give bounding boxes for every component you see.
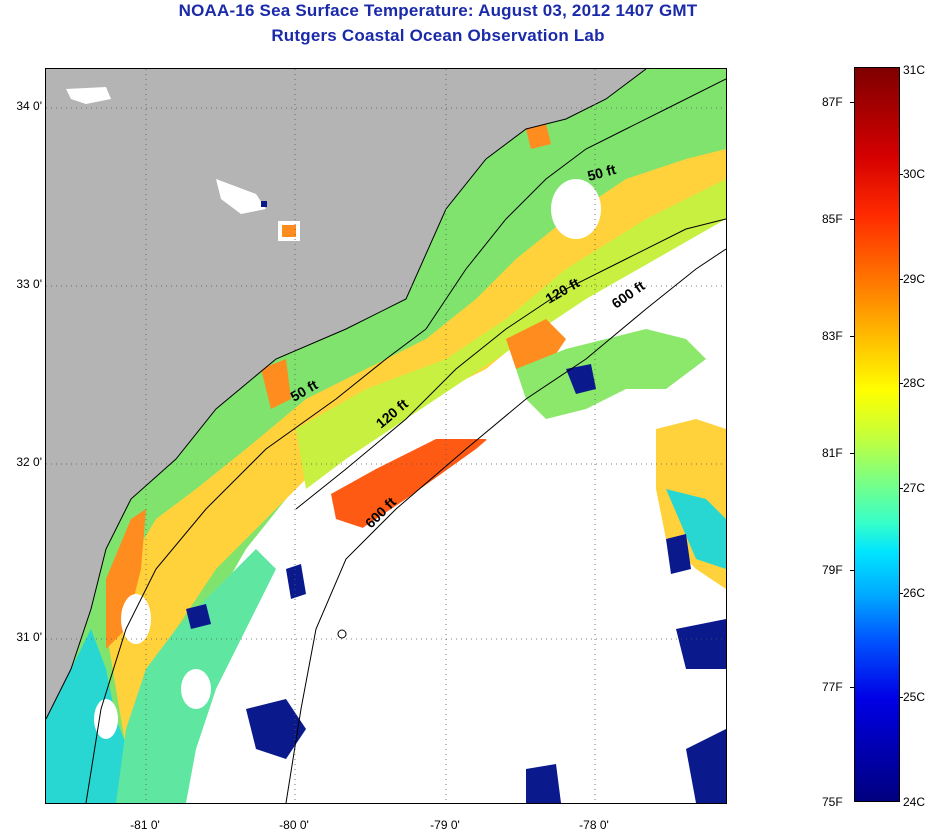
colorbar-tick — [850, 453, 854, 454]
colorbar-f-79: 79F — [822, 563, 843, 577]
map-title: NOAA-16 Sea Surface Temperature: August … — [178, 1, 698, 20]
lat-label-32: 32 0' — [16, 455, 42, 469]
contour-600ft — [285, 248, 726, 803]
colorbar-tick — [850, 336, 854, 337]
sst-data-layer — [46, 69, 726, 803]
lon-label-81: -81 0' — [130, 818, 160, 832]
lat-lon-grid — [46, 69, 726, 803]
inland-sst-spots — [261, 201, 300, 241]
sst-map-canvas: 50 ft 50 ft 120 ft 120 ft 600 ft 600 ft — [46, 69, 726, 803]
colorbar-c-27: 27C — [903, 481, 926, 495]
colorbar-c-24: 24C — [903, 795, 926, 809]
map-subtitle: Rutgers Coastal Ocean Observation Lab — [271, 26, 605, 45]
colorbar-tick — [899, 174, 903, 175]
lon-label-80: -80 0' — [279, 818, 309, 832]
colorbar-f-75: 75F — [822, 795, 843, 809]
colorbar-c-30: 30C — [903, 167, 926, 181]
inland-lakes — [66, 87, 266, 214]
contour-label-50ft-north: 50 ft — [586, 161, 618, 184]
land-mass — [46, 69, 646, 719]
colorbar-tick — [850, 102, 854, 103]
colorbar-f-85: 85F — [822, 212, 843, 226]
seamount-contour — [337, 629, 347, 639]
lat-label-31: 31 0' — [16, 630, 42, 644]
colorbar-tick — [850, 687, 854, 688]
colorbar-tick — [850, 570, 854, 571]
lon-label-78: -78 0' — [579, 818, 609, 832]
colorbar-tick — [899, 593, 903, 594]
colorbar-c-31: 31C — [903, 63, 926, 77]
colorbar-c-28: 28C — [903, 376, 926, 390]
colorbar-tick — [899, 383, 903, 384]
colorbar-f-83: 83F — [822, 329, 843, 343]
colorbar-f-87: 87F — [822, 95, 843, 109]
colorbar-tick — [899, 488, 903, 489]
lat-label-34: 34 0' — [16, 99, 42, 113]
lon-label-79: -79 0' — [430, 818, 460, 832]
colorbar-f-81: 81F — [822, 446, 843, 460]
contour-120ft — [295, 218, 726, 510]
colorbar-c-25: 25C — [903, 690, 926, 704]
colorbar-tick — [899, 279, 903, 280]
coastline — [46, 69, 647, 720]
colorbar-f-77: 77F — [822, 680, 843, 694]
colorbar-tick — [899, 697, 903, 698]
temperature-colorbar — [854, 67, 900, 802]
colorbar-c-26: 26C — [903, 586, 926, 600]
sst-map: 50 ft 50 ft 120 ft 120 ft 600 ft 600 ft — [45, 68, 727, 804]
colorbar-c-29: 29C — [903, 272, 926, 286]
lat-label-33: 33 0' — [16, 277, 42, 291]
colorbar-tick — [850, 219, 854, 220]
contour-50ft — [85, 78, 726, 803]
